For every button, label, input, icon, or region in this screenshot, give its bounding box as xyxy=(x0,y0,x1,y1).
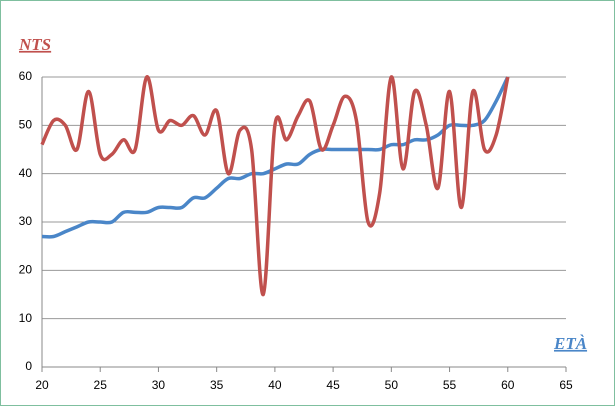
y-axis-title: NTS xyxy=(18,35,51,54)
x-tick-label: 50 xyxy=(385,378,399,392)
y-tick-label: 0 xyxy=(25,359,32,373)
x-tick-label: 20 xyxy=(35,378,49,392)
y-tick-label: 10 xyxy=(19,311,33,325)
x-tick-label: 60 xyxy=(501,378,515,392)
y-tick-label: 50 xyxy=(19,118,33,132)
y-tick-label: 60 xyxy=(19,69,33,83)
series-line xyxy=(40,75,510,297)
series-line xyxy=(41,76,510,239)
x-tick-label: 30 xyxy=(152,378,166,392)
x-axis-title: ETÀ xyxy=(553,334,587,353)
y-tick-label: 30 xyxy=(19,214,33,228)
y-tick-label: 40 xyxy=(19,166,33,180)
x-tick-label: 55 xyxy=(443,378,457,392)
y-tick-label: 20 xyxy=(19,263,33,277)
x-tick-label: 45 xyxy=(326,378,340,392)
x-tick-label: 65 xyxy=(559,378,573,392)
x-tick-label: 35 xyxy=(210,378,224,392)
x-tick-label: 40 xyxy=(268,378,282,392)
x-tick-label: 25 xyxy=(94,378,108,392)
